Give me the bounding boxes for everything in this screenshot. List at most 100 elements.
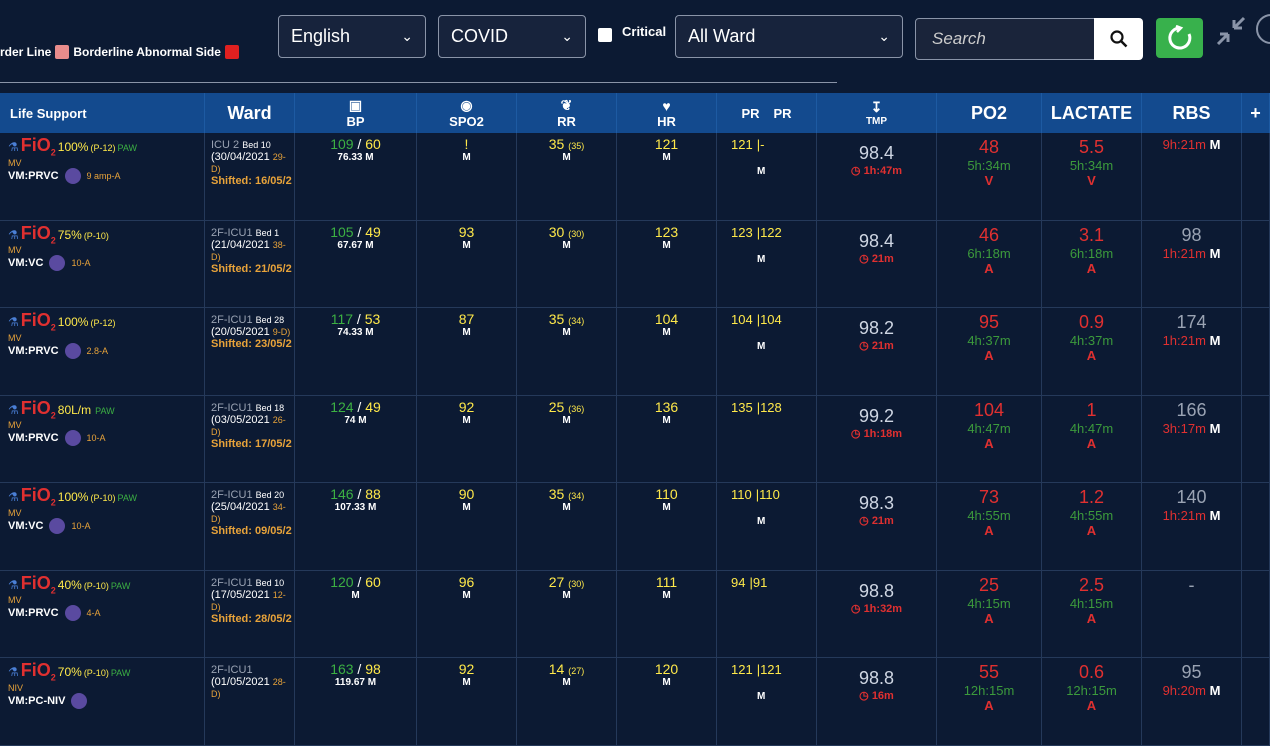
rr-cell[interactable]: 25 (36) M (517, 395, 617, 482)
hr-cell[interactable]: 120 M (617, 658, 717, 745)
bp-cell[interactable]: 163 / 98 119.67 M (295, 658, 417, 745)
hr-cell[interactable]: 136 M (617, 395, 717, 482)
po2-cell[interactable]: 95 4h:37m A (937, 308, 1042, 395)
ward-select[interactable]: All Ward ⌄ (675, 15, 903, 58)
tmp-cell[interactable]: 98.3 ◷ 21m (817, 483, 937, 570)
ventilator-icon: ⚗ (8, 315, 19, 329)
table-row[interactable]: ⚗ FiO2 100% (P-12) PAW MV VM:PRVC 9 amp-A… (0, 133, 1270, 221)
manual-badge: M (462, 414, 471, 426)
table-row[interactable]: ⚗ FiO2 75% (P-10) MV VM:VC 10-A 2F-ICU1 B… (0, 220, 1270, 308)
search-button[interactable] (1094, 18, 1143, 60)
hr-cell[interactable]: 104 M (617, 308, 717, 395)
po2-cell[interactable]: 73 4h:55m A (937, 483, 1042, 570)
tmp-cell[interactable]: 98.4 ◷ 21m (817, 220, 937, 307)
lactate-cell[interactable]: 2.5 4h:15m A (1042, 570, 1142, 657)
lactate-cell[interactable]: 0.6 12h:15m A (1042, 658, 1142, 745)
spo2-cell[interactable]: 87 M (417, 308, 517, 395)
refresh-button[interactable] (1156, 18, 1203, 58)
ward-cell[interactable]: 2F-ICU1 Bed 18 (03/05/2021 26-D) Shifted… (205, 395, 295, 482)
table-row[interactable]: ⚗ FiO2 100% (P-10) PAW MV VM:VC 10-A 2F-I… (0, 483, 1270, 571)
pr-cell[interactable]: 121 |- M (717, 133, 817, 220)
col-hr-label: HR (657, 113, 676, 129)
po2-cell[interactable]: 55 12h:15m A (937, 658, 1042, 745)
clock-icon: ◷ (850, 165, 861, 177)
life-support-cell: ⚗ FiO2 80L/m PAW MV VM:PRVC 10-A (0, 395, 205, 482)
table-row[interactable]: ⚗ FiO2 80L/m PAW MV VM:PRVC 10-A 2F-ICU1 … (0, 395, 1270, 483)
ward-cell[interactable]: 2F-ICU1 Bed 28 (20/05/2021 9-D) Shifted:… (205, 308, 295, 395)
spo2-cell[interactable]: 92 M (417, 658, 517, 745)
pr-cell[interactable]: 123 |122 M (717, 220, 817, 307)
col-add-button[interactable]: + (1242, 93, 1270, 133)
hr-cell[interactable]: 110 M (617, 483, 717, 570)
tmp-cell[interactable]: 99.2 ◷ 1h:18m (817, 395, 937, 482)
rr-cell[interactable]: 35 (34) M (517, 308, 617, 395)
pr-cell[interactable]: 135 |128 (717, 395, 817, 482)
lactate-cell[interactable]: 1.2 4h:55m A (1042, 483, 1142, 570)
ward-cell[interactable]: 2F-ICU1 Bed 1 (21/04/2021 38-D) Shifted:… (205, 220, 295, 307)
hr-cell[interactable]: 111 M (617, 570, 717, 657)
bp-mean: 74 (344, 414, 356, 426)
bp-cell[interactable]: 124 / 49 74 M (295, 395, 417, 482)
hr-cell[interactable]: 121 M (617, 133, 717, 220)
bp-cell[interactable]: 109 / 60 76.33 M (295, 133, 417, 220)
lactate-cell[interactable]: 5.5 5h:34m V (1042, 133, 1142, 220)
category-select[interactable]: COVID ⌄ (438, 15, 586, 58)
pr-cell[interactable]: 104 |104 M (717, 308, 817, 395)
rr-cell[interactable]: 27 (30) M (517, 570, 617, 657)
search-input[interactable]: Search (915, 18, 1095, 60)
rbs-cell[interactable]: 9h:21m M (1142, 133, 1242, 220)
bp-cell[interactable]: 146 / 88 107.33 M (295, 483, 417, 570)
hr-value: 121 (654, 136, 679, 152)
po2-cell[interactable]: 25 4h:15m A (937, 570, 1042, 657)
tmp-cell[interactable]: 98.2 ◷ 21m (817, 308, 937, 395)
rr-cell[interactable]: 30 (30) M (517, 220, 617, 307)
legend-border-swatch (55, 45, 70, 59)
spo2-value: 96 (458, 573, 475, 590)
bp-cell[interactable]: 120 / 60 M (295, 570, 417, 657)
rbs-cell[interactable]: 95 9h:20m M (1142, 658, 1242, 745)
po2-cell[interactable]: 48 5h:34m V (937, 133, 1042, 220)
shrink-icon[interactable] (1214, 14, 1248, 48)
spo2-cell[interactable]: 90 M (417, 483, 517, 570)
rbs-cell[interactable]: 174 1h:21m M (1142, 308, 1242, 395)
spo2-cell[interactable]: 93 M (417, 220, 517, 307)
pr-cell[interactable]: 121 |121 M (717, 658, 817, 745)
rbs-cell[interactable]: 140 1h:21m M (1142, 483, 1242, 570)
pr-value-b: |121 (756, 662, 782, 677)
rbs-cell[interactable]: 166 3h:17m M (1142, 395, 1242, 482)
bp-cell[interactable]: 105 / 49 67.67 M (295, 220, 417, 307)
spo2-cell[interactable]: 96 M (417, 570, 517, 657)
lactate-cell[interactable]: 0.9 4h:37m A (1042, 308, 1142, 395)
info-icon[interactable] (1256, 14, 1270, 44)
po2-cell[interactable]: 104 4h:47m A (937, 395, 1042, 482)
language-select[interactable]: English ⌄ (278, 15, 426, 58)
ward-cell[interactable]: ICU 2 Bed 10 (30/04/2021 29-D) Shifted: … (205, 133, 295, 220)
tmp-cell[interactable]: 98.8 ◷ 1h:32m (817, 570, 937, 657)
critical-checkbox[interactable] (598, 28, 612, 42)
pr-cell[interactable]: 94 |91 (717, 570, 817, 657)
rr-cell[interactable]: 35 (34) M (517, 483, 617, 570)
ward-cell[interactable]: 2F-ICU1 (01/05/2021 28-D) (205, 658, 295, 745)
lactate-cell[interactable]: 3.1 6h:18m A (1042, 220, 1142, 307)
rr-cell[interactable]: 35 (35) M (517, 133, 617, 220)
temperature-time: 21m (871, 252, 894, 265)
ward-cell[interactable]: 2F-ICU1 Bed 10 (17/05/2021 12-D) Shifted… (205, 570, 295, 657)
rbs-cell[interactable]: - (1142, 570, 1242, 657)
lungs-icon: ❦ (560, 97, 573, 113)
table-row[interactable]: ⚗ FiO2 70% (P-10) PAW NIV VM:PC-NIV 2F-IC… (0, 658, 1270, 746)
bp-cell[interactable]: 117 / 53 74.33 M (295, 308, 417, 395)
table-row[interactable]: ⚗ FiO2 100% (P-12) MV VM:PRVC 2.8-A 2F-IC… (0, 308, 1270, 396)
rr-cell[interactable]: 14 (27) M (517, 658, 617, 745)
tmp-cell[interactable]: 98.8 ◷ 16m (817, 658, 937, 745)
manual-badge: M (662, 502, 671, 513)
spo2-cell[interactable]: 92 M (417, 395, 517, 482)
hr-cell[interactable]: 123 M (617, 220, 717, 307)
rbs-cell[interactable]: 98 1h:21m M (1142, 220, 1242, 307)
ward-cell[interactable]: 2F-ICU1 Bed 20 (25/04/2021 34-D) Shifted… (205, 483, 295, 570)
tmp-cell[interactable]: 98.4 ◷ 1h:47m (817, 133, 937, 220)
lactate-cell[interactable]: 1 4h:47m A (1042, 395, 1142, 482)
pr-cell[interactable]: 110 |110 M (717, 483, 817, 570)
table-row[interactable]: ⚗ FiO2 40% (P-10) PAW MV VM:PRVC 4-A 2F-I… (0, 570, 1270, 658)
po2-cell[interactable]: 46 6h:18m A (937, 220, 1042, 307)
spo2-cell[interactable]: ! M (417, 133, 517, 220)
